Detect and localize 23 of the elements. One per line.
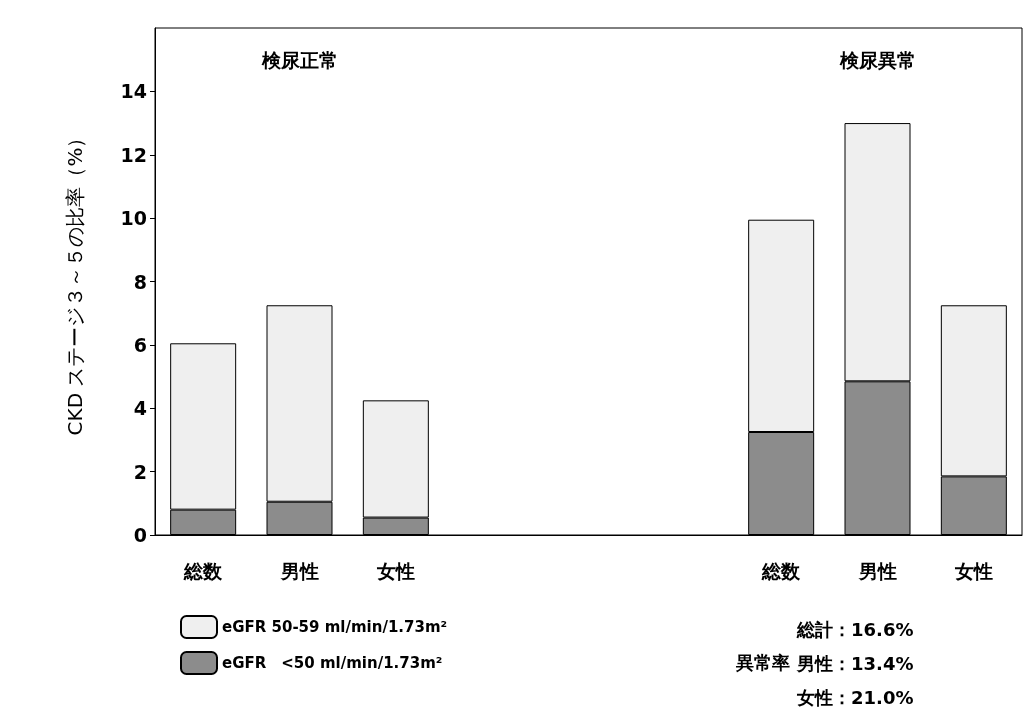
text: 女性：21.0% (796, 686, 914, 708)
text: 男性：13.4% (796, 652, 914, 674)
text: 異常率 (735, 651, 790, 673)
x-tick-label: 総数 (183, 559, 224, 582)
x-tick-label: 総数 (761, 559, 802, 582)
annotation: 検尿異常 (838, 48, 916, 71)
y-tick-label: 8 (133, 270, 147, 293)
y-tick-label: 12 (120, 143, 147, 166)
y-tick-label: 4 (133, 397, 147, 420)
y-tick-label: 0 (133, 524, 147, 546)
y-axis-title: CKD ステージ３～５の比率（%） (63, 127, 87, 436)
annotation: 検尿正常 (260, 48, 338, 71)
y-tick-label: 6 (133, 333, 147, 356)
x-tick-label: 女性 (375, 559, 415, 582)
legend-label: eGFR 50-59 ml/min/1.73m² (222, 618, 448, 636)
x-tick-label: 男性 (279, 559, 319, 582)
y-tick-label: 2 (133, 460, 147, 483)
x-tick-label: 男性 (857, 559, 897, 582)
y-tick-label: 10 (120, 207, 147, 230)
text: 総計：16.6% (796, 618, 914, 640)
legend-label: eGFR <50 ml/min/1.73m² (222, 654, 443, 672)
x-tick-label: 女性 (953, 559, 993, 582)
y-tick-label: 14 (120, 80, 147, 103)
